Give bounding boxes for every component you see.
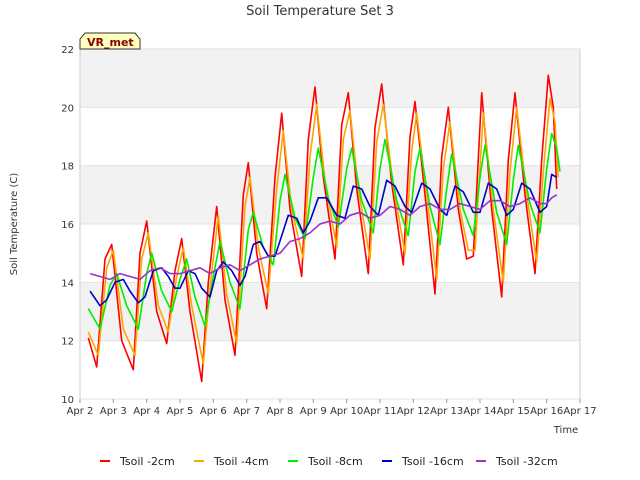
- x-tick-label: Apr 13: [430, 406, 463, 417]
- x-tick-label: Apr 7: [233, 406, 260, 417]
- legend-label: Tsoil -4cm: [213, 455, 269, 468]
- x-tick-label: Apr 4: [133, 406, 160, 417]
- legend-label: Tsoil -2cm: [119, 455, 175, 468]
- x-tick-label: Apr 15: [497, 406, 530, 417]
- series-line-tsoil-16cm: [89, 173, 558, 307]
- x-axis-label: Time: [553, 425, 578, 436]
- x-tick-label: Apr 10: [330, 406, 363, 417]
- x-tick-label: Apr 16: [530, 406, 563, 417]
- x-tick-label: Apr 5: [167, 406, 194, 417]
- x-tick-label: Apr 3: [100, 406, 127, 417]
- badge-box: [79, 32, 141, 50]
- x-tick-label: Apr 9: [300, 406, 327, 417]
- legend-label: Tsoil -8cm: [307, 455, 363, 468]
- series-lines: [87, 74, 561, 383]
- station-badge: VR_met: [79, 32, 141, 50]
- series-line-tsoil-8cm: [87, 132, 561, 330]
- y-tick-label: 18: [61, 162, 74, 173]
- y-tick-label: 14: [61, 278, 74, 289]
- x-tick-label: Apr 14: [463, 406, 496, 417]
- x-tick-label: Apr 6: [200, 406, 227, 417]
- legend-label: Tsoil -32cm: [495, 455, 558, 468]
- y-tick-label: 16: [61, 220, 74, 231]
- x-tick-label: Apr 12: [397, 406, 430, 417]
- x-tick-label: Apr 2: [67, 406, 94, 417]
- badge-label: VR_met: [87, 36, 134, 49]
- plot-bands: [80, 49, 580, 341]
- x-tick-label: Apr 11: [363, 406, 396, 417]
- x-tick-label: Apr 17: [563, 406, 596, 417]
- x-axis-ticks: Apr 2 Apr 3 Apr 4 Apr 5 Apr 6 Apr 7 Apr 8 Apr 9…: [67, 399, 597, 417]
- plot-band-2: [80, 49, 580, 108]
- x-tick-label: Apr 8: [267, 406, 294, 417]
- y-tick-label: 22: [61, 45, 74, 56]
- legend: Tsoil -2cm Tsoil -4cm Tsoil -8cm Tsoil -16c…: [100, 455, 558, 468]
- y-tick-label: 10: [61, 395, 74, 406]
- y-axis-ticks: 10 12 14 16 18 20 22: [61, 45, 74, 406]
- y-tick-label: 12: [61, 337, 74, 348]
- series-line-tsoil-32cm: [89, 194, 558, 281]
- chart-title: Soil Temperature Set 3: [246, 4, 394, 19]
- y-axis-label: Soil Temperature (C): [9, 173, 20, 276]
- legend-label: Tsoil -16cm: [401, 455, 464, 468]
- y-tick-label: 20: [61, 103, 74, 114]
